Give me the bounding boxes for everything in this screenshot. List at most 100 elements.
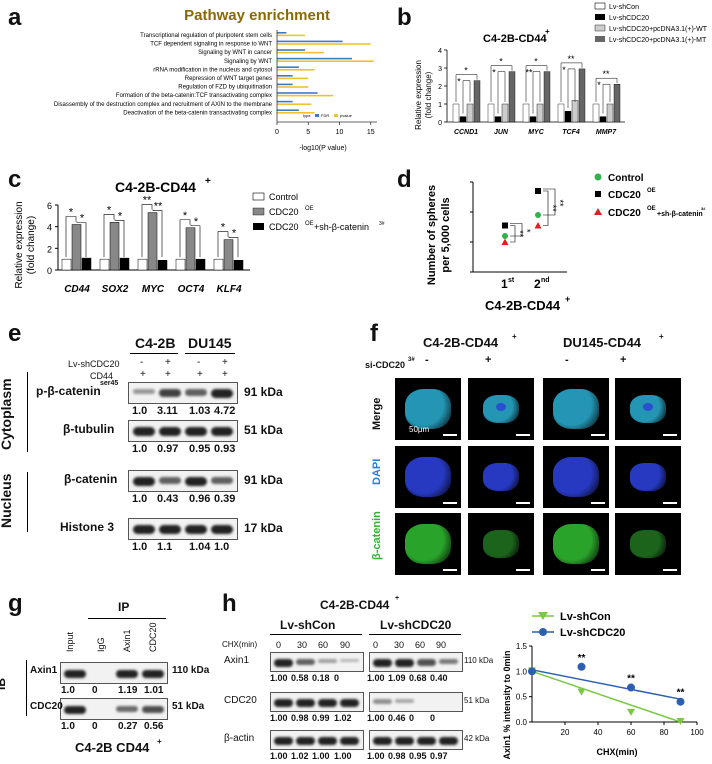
band bbox=[395, 699, 414, 703]
bar-fdr bbox=[277, 92, 318, 94]
legend-label: CDC20 bbox=[608, 190, 641, 201]
row-label-dapi: DAPI bbox=[371, 458, 383, 485]
significance-bracket bbox=[532, 71, 541, 114]
cell-line-label: DU145 bbox=[188, 335, 232, 351]
row-label-catenin: β-catenin bbox=[371, 511, 383, 560]
bar bbox=[473, 80, 481, 123]
band bbox=[296, 737, 315, 745]
pathway-label: TCF dependent signaling in response to W… bbox=[150, 42, 272, 48]
trendline-shcdc20 bbox=[531, 669, 681, 700]
significance-marker: ** bbox=[548, 205, 558, 213]
quant-value: 1.0 bbox=[214, 541, 230, 553]
chart-legend: Control CDC20 OE CDC20 OE +sh-β-catenin … bbox=[594, 173, 706, 219]
significance-marker: ** bbox=[627, 674, 635, 685]
gene-expression-chart-c: C4-2B-CD44 + Relative expression (fold c… bbox=[14, 176, 385, 295]
point-shcdc20 bbox=[528, 667, 536, 676]
x-axis-label-sup: + bbox=[565, 294, 570, 304]
blot-label: Axin1 bbox=[224, 655, 250, 666]
panel-label-e: e bbox=[8, 320, 22, 347]
significance-bracket bbox=[560, 62, 583, 102]
band bbox=[373, 699, 392, 704]
section-label-nucleus: Nucleus bbox=[0, 473, 14, 528]
panel-label-b: b bbox=[397, 4, 412, 31]
legend-label: Lv-shCDC20+pcDNA3.1(+)-WT bbox=[609, 26, 708, 33]
legend-label: Lv-shCDC20 bbox=[609, 15, 649, 22]
y-tick-label: 0.5 bbox=[516, 693, 528, 702]
time-label: 30 bbox=[297, 640, 308, 650]
significance-marker: ** bbox=[567, 54, 575, 64]
bar bbox=[137, 258, 148, 271]
y-tick-label: 2 bbox=[47, 244, 52, 254]
quant-value: 0.27 bbox=[118, 721, 138, 732]
lane-label: Input bbox=[65, 631, 75, 652]
band bbox=[133, 525, 155, 534]
kda-label: 51 kDa bbox=[172, 701, 205, 712]
scale-bar bbox=[663, 569, 677, 571]
time-label: 0 bbox=[276, 640, 282, 650]
quant-value: 1.1 bbox=[157, 541, 173, 553]
legend-label: Lv-shCDC20 bbox=[560, 627, 625, 639]
time-label: 30 bbox=[394, 640, 405, 650]
lane-label: Axin1 bbox=[122, 629, 132, 652]
significance-bracket bbox=[141, 204, 153, 258]
cell-cluster bbox=[630, 530, 666, 558]
band bbox=[185, 389, 207, 396]
significance-marker: ** bbox=[515, 230, 525, 238]
column-label-sup: + bbox=[512, 332, 517, 341]
band bbox=[133, 427, 155, 436]
quant-value: 1.04 bbox=[189, 541, 211, 553]
scale-bar bbox=[663, 502, 677, 504]
bar bbox=[564, 110, 572, 123]
legend-sup: 3# bbox=[701, 206, 706, 211]
kda-label: 110 kDa bbox=[464, 656, 494, 665]
quant-value: 3.11 bbox=[157, 405, 178, 417]
legend-swatch-pvalue bbox=[334, 114, 338, 117]
quant-value: 1.00 bbox=[367, 713, 385, 723]
si-label-sup: 3# bbox=[408, 357, 415, 363]
row-label-merge: Merge bbox=[371, 397, 383, 430]
pathway-label: Transcriptional regulation of pluripoten… bbox=[140, 33, 272, 39]
band bbox=[64, 706, 86, 714]
legend-label: CDC20 bbox=[269, 222, 299, 232]
blot-label: CDC20 bbox=[30, 701, 63, 712]
x-tick-label: 15 bbox=[367, 129, 375, 136]
band bbox=[340, 659, 359, 663]
legend-label: +sh-β-catenin bbox=[657, 211, 703, 218]
bar-pvalue bbox=[277, 51, 324, 54]
cell-cluster-core bbox=[496, 403, 506, 411]
pathway-label: Regulation of FZD by ubiquitination bbox=[178, 85, 272, 91]
legend-label: Lv-shCDC20+pcDNA3.1(+)-MT bbox=[609, 37, 707, 44]
legend-label-pvalue: pvalue bbox=[340, 113, 353, 118]
blot-label: β-tubulin bbox=[63, 422, 115, 436]
legend-sup: OE bbox=[305, 221, 314, 227]
significance-bracket bbox=[76, 221, 87, 258]
y-axis-label: Axin1 % intensity to 0min bbox=[502, 650, 512, 759]
band bbox=[417, 737, 436, 745]
quant-value: 0.68 bbox=[409, 673, 427, 683]
category-label: CD44 bbox=[64, 284, 90, 295]
coip-panel: IP Input IgG Axin1 CDC20 IB Axin1 110 kDa 1.0… bbox=[0, 590, 222, 764]
y-axis-label-line1: Number of spheres bbox=[426, 185, 438, 285]
legend-label: CDC20 bbox=[269, 207, 299, 217]
treatment-label: Lv-shCDC20 bbox=[68, 359, 120, 369]
scale-bar bbox=[591, 569, 605, 571]
x-tick-sup: st bbox=[508, 277, 515, 284]
panel-title: C4-2B-CD44 bbox=[320, 598, 390, 612]
band bbox=[116, 706, 138, 712]
y-tick-label: 0 bbox=[47, 266, 52, 276]
significance-marker: * bbox=[597, 80, 601, 90]
band bbox=[185, 427, 207, 436]
cell-cluster bbox=[630, 463, 666, 491]
band bbox=[395, 737, 414, 745]
bar-pvalue bbox=[277, 86, 309, 88]
significance-bracket bbox=[497, 71, 506, 114]
blot-2 bbox=[128, 470, 238, 492]
x-axis-label: C4-2B-CD44 bbox=[485, 298, 561, 313]
point-shcon bbox=[577, 688, 586, 696]
bar-pvalue bbox=[277, 103, 312, 105]
chart-title: C4-2B-CD44 bbox=[483, 33, 547, 45]
legend-label-fdr: FDR bbox=[321, 113, 329, 118]
legend-label: Control bbox=[269, 192, 298, 202]
quant-value: 0 bbox=[334, 673, 340, 683]
x-tick-label: 20 bbox=[561, 728, 570, 737]
